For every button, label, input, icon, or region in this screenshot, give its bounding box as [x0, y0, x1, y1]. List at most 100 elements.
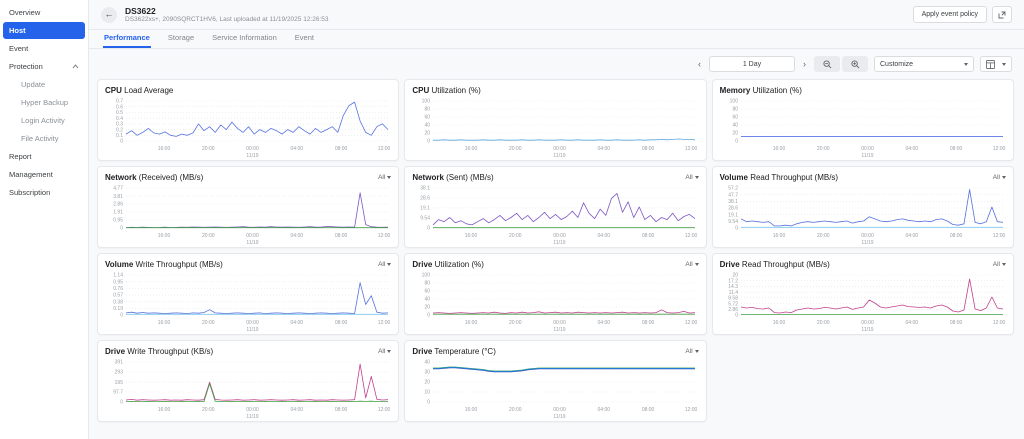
chart-title: CPU Utilization (%) — [412, 86, 480, 95]
sidebar-item-label: Update — [21, 80, 45, 89]
customize-dropdown[interactable]: Customize — [874, 56, 974, 72]
chevron-down-icon — [1002, 63, 1006, 66]
chart-title-bold: Network — [105, 173, 137, 182]
chart-title-rest: Utilization (%) — [429, 86, 481, 95]
svg-text:11/19: 11/19 — [554, 327, 566, 333]
sidebar-item-file-activity[interactable]: File Activity — [3, 130, 85, 147]
svg-text:0: 0 — [120, 139, 123, 145]
chart-title: Drive Temperature (°C) — [412, 347, 496, 356]
tab-storage[interactable]: Storage — [167, 30, 195, 48]
sidebar-item-label: Login Activity — [21, 116, 65, 125]
series-filter-label: All — [993, 174, 1000, 181]
chart-header: Network (Sent) (MB/s)All — [412, 172, 698, 182]
svg-text:40: 40 — [425, 360, 431, 366]
svg-text:16:00: 16:00 — [158, 233, 171, 239]
chart-title-bold: CPU — [412, 86, 429, 95]
svg-text:12:00: 12:00 — [685, 146, 698, 152]
chart-header: Drive Utilization (%) All — [412, 259, 698, 269]
sidebar-item-overview[interactable]: Overview — [3, 4, 85, 21]
series-filter-dropdown[interactable]: All — [993, 174, 1006, 181]
chart-title: Drive Utilization (%) — [412, 260, 484, 269]
chart-card-volume-read-throughput-mb-s: Volume Read Throughput (MB/s)All57.247.7… — [712, 166, 1014, 248]
svg-text:20:00: 20:00 — [817, 146, 830, 152]
svg-text:20:00: 20:00 — [817, 233, 830, 239]
chart-title-bold: CPU — [105, 86, 122, 95]
chart-card-volume-write-throughput-mb-s: Volume Write Throughput (MB/s)All1.140.9… — [97, 253, 399, 335]
svg-text:0.57: 0.57 — [113, 293, 123, 299]
svg-text:20:00: 20:00 — [202, 320, 215, 326]
svg-text:11/19: 11/19 — [246, 240, 258, 246]
sidebar-item-protection[interactable]: Protection — [3, 58, 85, 75]
sidebar-item-hyper-backup[interactable]: Hyper Backup — [3, 94, 85, 111]
svg-text:16:00: 16:00 — [772, 233, 785, 239]
svg-text:12:00: 12:00 — [992, 146, 1005, 152]
series-filter-dropdown[interactable]: All — [378, 261, 391, 268]
range-next-button[interactable]: › — [801, 60, 808, 69]
open-external-button[interactable] — [992, 6, 1012, 23]
series-filter-dropdown[interactable]: All — [685, 261, 698, 268]
chart-plot: 10080604020016:0020:0000:0011/1904:0008:… — [720, 96, 1006, 160]
sidebar-item-subscription[interactable]: Subscription — [3, 184, 85, 201]
svg-text:16:00: 16:00 — [158, 320, 171, 326]
svg-text:1.91: 1.91 — [113, 210, 123, 216]
series-filter-dropdown[interactable]: All — [378, 348, 391, 355]
sidebar-item-event[interactable]: Event — [3, 40, 85, 57]
tab-event[interactable]: Event — [294, 30, 315, 48]
svg-text:0: 0 — [735, 226, 738, 232]
series-filter-dropdown[interactable]: All — [685, 348, 698, 355]
series-drive-read — [741, 279, 1003, 313]
chart-title-rest: (Received) (MB/s) — [137, 173, 204, 182]
svg-text:20:00: 20:00 — [509, 407, 522, 413]
customize-label: Customize — [880, 61, 913, 68]
series-volume-read — [741, 190, 1003, 226]
svg-text:0.95: 0.95 — [113, 279, 123, 285]
svg-text:11/19: 11/19 — [554, 240, 566, 246]
svg-text:08:00: 08:00 — [335, 146, 348, 152]
series-filter-label: All — [378, 348, 385, 355]
series-filter-label: All — [993, 261, 1000, 268]
back-button[interactable]: ← — [101, 7, 117, 23]
chart-layout-dropdown[interactable] — [980, 56, 1012, 72]
chart-header: CPU Utilization (%) — [412, 85, 698, 95]
tab-service-information[interactable]: Service Information — [211, 30, 278, 48]
sidebar-item-login-activity[interactable]: Login Activity — [3, 112, 85, 129]
svg-text:04:00: 04:00 — [905, 320, 918, 326]
svg-text:08:00: 08:00 — [642, 407, 655, 413]
page-subtitle: DS3622xs+, 2090SQRCT1HV6, Last uploaded … — [125, 16, 329, 24]
svg-text:0.19: 0.19 — [113, 306, 123, 312]
zoom-in-button[interactable] — [842, 56, 868, 72]
chevron-up-icon — [72, 64, 79, 69]
zoom-out-button[interactable] — [814, 56, 840, 72]
sidebar-item-management[interactable]: Management — [3, 166, 85, 183]
svg-text:04:00: 04:00 — [905, 146, 918, 152]
sidebar-item-report[interactable]: Report — [3, 148, 85, 165]
series-filter-dropdown[interactable]: All — [993, 261, 1006, 268]
svg-text:04:00: 04:00 — [598, 146, 611, 152]
chart-header: Network (Received) (MB/s) All — [105, 172, 391, 182]
svg-text:04:00: 04:00 — [291, 320, 304, 326]
svg-text:20:00: 20:00 — [817, 320, 830, 326]
svg-text:38.1: 38.1 — [421, 186, 431, 192]
chart-title: CPU Load Average — [105, 86, 173, 95]
svg-text:20: 20 — [425, 305, 431, 311]
time-range-selector[interactable]: 1 Day — [709, 56, 795, 72]
svg-text:2.86: 2.86 — [113, 202, 123, 208]
series-filter-dropdown[interactable]: All — [685, 174, 698, 181]
svg-text:00:00: 00:00 — [861, 146, 874, 152]
range-prev-button[interactable]: ‹ — [696, 60, 703, 69]
chevron-down-icon — [964, 63, 968, 66]
svg-text:08:00: 08:00 — [642, 146, 655, 152]
sidebar-item-update[interactable]: Update — [3, 76, 85, 93]
svg-text:19.1: 19.1 — [421, 206, 431, 212]
series-filter-dropdown[interactable]: All — [378, 174, 391, 181]
chart-card-network-sent-mb-s: Network (Sent) (MB/s)All38.128.619.19.54… — [404, 166, 706, 248]
apply-event-policy-button[interactable]: Apply event policy — [913, 6, 987, 23]
chevron-down-icon — [1002, 263, 1006, 266]
sidebar-item-host[interactable]: Host — [3, 22, 85, 39]
chart-title: Drive Write Throughput (KB/s) — [105, 347, 213, 356]
series-volume-write — [126, 283, 388, 314]
sidebar: OverviewHostEventProtection Update Hyper B… — [0, 0, 88, 439]
svg-text:04:00: 04:00 — [291, 146, 304, 152]
page-title: DS3622 — [125, 6, 329, 16]
tab-performance[interactable]: Performance — [103, 30, 151, 48]
